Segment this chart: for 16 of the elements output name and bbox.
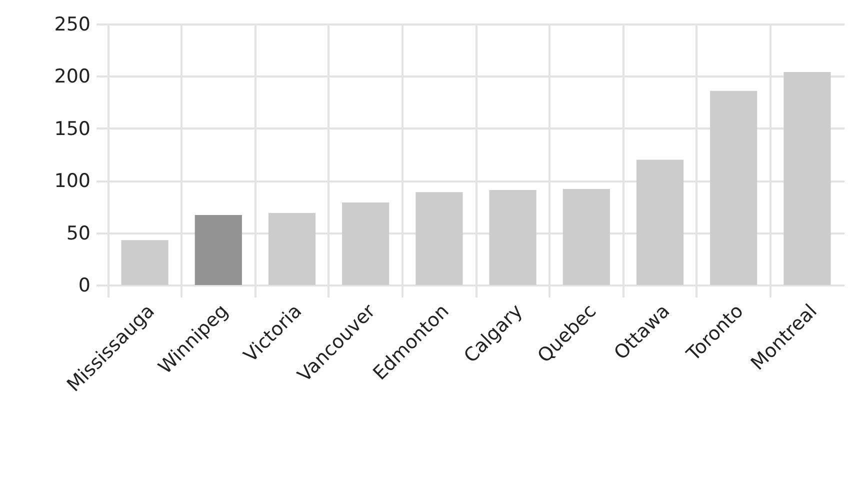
- bar: [710, 90, 758, 285]
- bar: [121, 240, 168, 285]
- bar: [636, 160, 684, 285]
- y-tick-label: 50: [66, 222, 90, 244]
- y-tick-label: 100: [54, 170, 90, 192]
- y-tick-label: 150: [54, 118, 90, 140]
- bar: [784, 72, 831, 285]
- y-tick-label: 200: [54, 66, 90, 88]
- bar: [268, 212, 316, 285]
- bar: [416, 192, 463, 285]
- bar: [562, 188, 610, 285]
- bar: [194, 215, 242, 285]
- y-tick-label: 250: [54, 14, 90, 36]
- bar: [342, 202, 390, 285]
- y-tick-label: 0: [78, 274, 90, 296]
- bar: [489, 190, 536, 285]
